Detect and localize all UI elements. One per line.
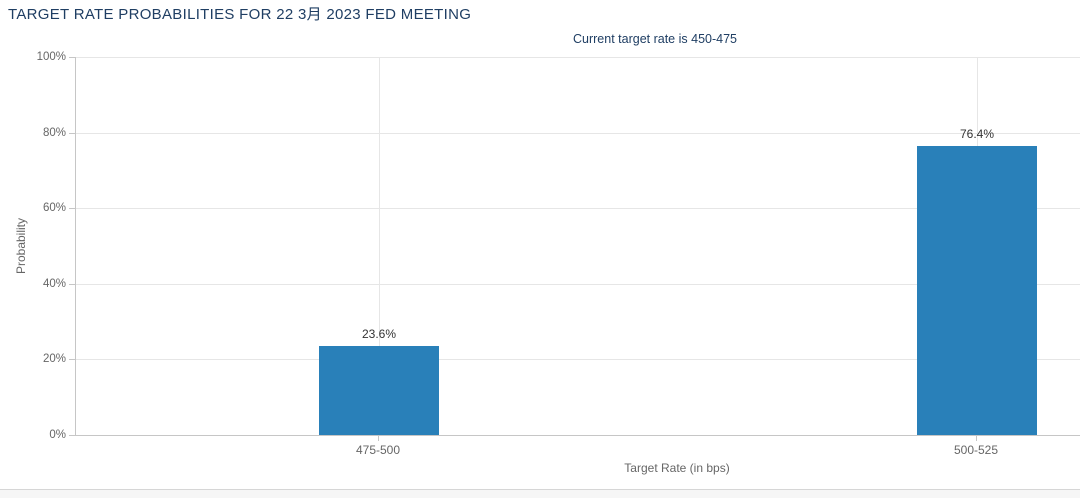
bar-475-500[interactable] — [319, 346, 439, 435]
chart-title: TARGET RATE PROBABILITIES FOR 22 3月 2023… — [8, 6, 472, 23]
y-axis-tick-40 — [69, 284, 75, 285]
gridline-horizontal-60 — [76, 208, 1080, 209]
y-tick-label-60: 60% — [42, 202, 66, 214]
bar-data-label-475-500: 23.6% — [361, 327, 397, 341]
y-axis-tick-100 — [69, 57, 75, 58]
gridline-vertical-475-500 — [379, 57, 380, 435]
y-axis-tick-0 — [69, 435, 75, 436]
y-tick-label-40: 40% — [42, 278, 66, 290]
chart-subtitle: Current target rate is 450-475 — [573, 32, 737, 46]
gridline-horizontal-100 — [76, 57, 1080, 58]
x-tick-label-475-500: 475-500 — [355, 443, 401, 457]
gridline-horizontal-20 — [76, 359, 1080, 360]
y-tick-label-80: 80% — [42, 127, 66, 139]
y-tick-label-20: 20% — [42, 353, 66, 365]
plot-area: 23.6% 76.4% — [75, 57, 1080, 436]
gridline-horizontal-80 — [76, 133, 1080, 134]
x-axis-tick-500-525 — [976, 436, 977, 441]
horizontal-scrollbar-track[interactable] — [0, 490, 1080, 498]
x-axis-tick-475-500 — [378, 436, 379, 441]
x-tick-label-500-525: 500-525 — [953, 443, 999, 457]
gridline-horizontal-40 — [76, 284, 1080, 285]
y-axis-tick-60 — [69, 208, 75, 209]
y-axis-tick-80 — [69, 133, 75, 134]
x-axis-title: Target Rate (in bps) — [624, 461, 730, 475]
bar-500-525[interactable] — [917, 146, 1037, 435]
bottom-separator — [0, 489, 1080, 490]
y-axis-title: Probability — [14, 217, 28, 275]
y-axis-tick-20 — [69, 359, 75, 360]
bar-data-label-500-525: 76.4% — [959, 127, 995, 141]
y-tick-label-100: 100% — [36, 51, 66, 63]
y-tick-label-0: 0% — [49, 429, 66, 441]
